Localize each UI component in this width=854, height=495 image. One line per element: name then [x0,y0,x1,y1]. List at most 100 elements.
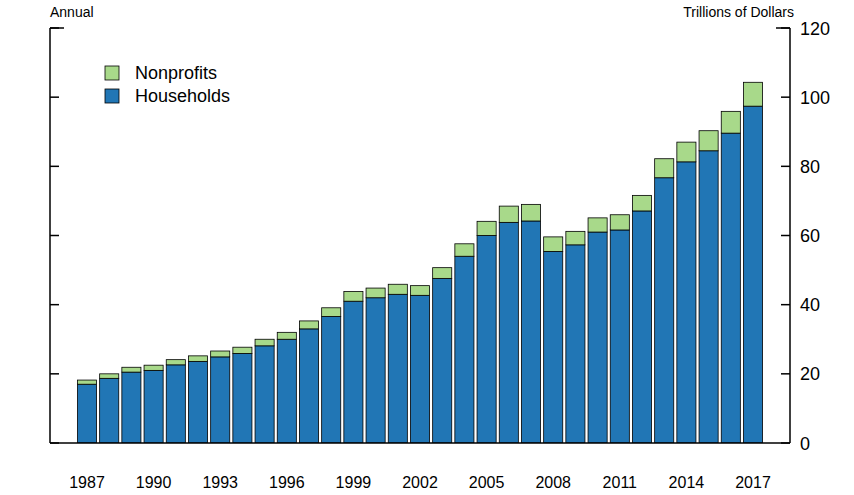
y-tick-left [50,442,59,444]
y-tick [781,304,790,306]
bar-segment [166,365,185,443]
bar-segment [144,370,163,443]
subtitle: Annual [50,4,94,20]
bar-segment [699,151,718,443]
bar-segment [388,294,407,443]
y-tick-label: 0 [800,434,810,454]
bar-segment [144,365,163,370]
bar-segment [211,351,230,357]
bar-segment [211,357,230,443]
legend-label: Nonprofits [135,63,217,83]
x-tick-label: 1996 [269,474,305,491]
bar-segment [166,360,185,365]
bar-segment [655,178,674,443]
y-tick-label: 80 [800,157,820,177]
bar-segment [433,278,452,443]
x-tick-label: 2002 [402,474,438,491]
y-tick-left [50,27,59,29]
x-tick-label: 1999 [336,474,372,491]
legend-swatch [105,89,119,103]
bar-segment [677,142,696,162]
bar-segment [677,162,696,443]
bar-segment [322,316,341,443]
top-right-corner [776,27,790,29]
bar-segment [588,218,607,232]
bar-segment [77,380,96,384]
x-tick-label: 2014 [669,474,705,491]
y-tick-label: 60 [800,226,820,246]
x-tick-label: 2011 [603,474,638,491]
baseline [50,442,790,444]
bar-segment [588,232,607,443]
bar-segment [455,244,474,256]
bar-segment [499,206,518,222]
y-label: Trillions of Dollars [683,4,794,20]
bar-segment [366,298,385,443]
y-tick [781,96,790,98]
bar-segment [477,236,496,444]
y-tick [781,166,790,168]
y-tick [781,27,790,29]
y-tick-left [50,96,59,98]
y-tick-left [50,373,59,375]
axes [50,28,790,443]
bar-segment [499,222,518,443]
x-tick-label: 2005 [469,474,505,491]
x-tick-label: 2008 [535,474,571,491]
x-tick-label: 2017 [735,474,771,491]
bar-segment [632,211,651,443]
bar-segment [100,378,119,443]
bar-segment [544,251,563,443]
bar-segment [743,106,762,443]
legend-swatch [105,66,119,80]
y-tick-left [50,235,59,237]
bar-segment [299,329,318,443]
chart: 0204060801001201987199019931996199920022… [0,0,854,495]
y-tick-label: 100 [800,88,830,108]
bar-segment [610,230,629,443]
bar-segment [477,221,496,235]
bar-segment [699,131,718,151]
y-tick-left [50,304,59,306]
bar-segment [610,215,629,230]
y-tick-label: 20 [800,364,820,384]
y-tick-label: 40 [800,295,820,315]
bar-segment [77,384,96,443]
y-tick-left [50,166,59,168]
bar-segment [632,195,651,211]
bar-segment [188,356,207,362]
bar-segment [455,256,474,443]
bar-segment [299,321,318,329]
legend-label: Households [135,86,230,106]
bar-segment [322,308,341,317]
bar-segment [100,374,119,378]
y-tick [781,442,790,444]
bar-segment [277,339,296,443]
bar-segment [255,339,274,346]
y-tick-label: 120 [800,19,830,39]
bar-segment [655,159,674,178]
bar-segment [743,82,762,106]
bar-segment [188,361,207,443]
bar-segment [433,268,452,279]
bar-segment [721,133,740,443]
bar-segment [410,295,429,443]
legend: Nonprofits Households [105,63,230,106]
bar-segment [233,353,252,443]
bar-segment [566,231,585,244]
bar-segment [366,288,385,298]
bar-segment [277,332,296,339]
bar-segment [544,237,563,252]
bar-segment [410,286,429,296]
bar-segment [388,284,407,294]
bar-segment [344,292,363,302]
top-left-corner [50,27,64,29]
y-tick [781,373,790,375]
bar-segment [344,301,363,443]
y-tick [781,235,790,237]
bar-segment [255,346,274,443]
bar-segment [122,372,141,443]
bar-segment [721,111,740,133]
bars [77,82,762,443]
bar-segment [233,347,252,353]
